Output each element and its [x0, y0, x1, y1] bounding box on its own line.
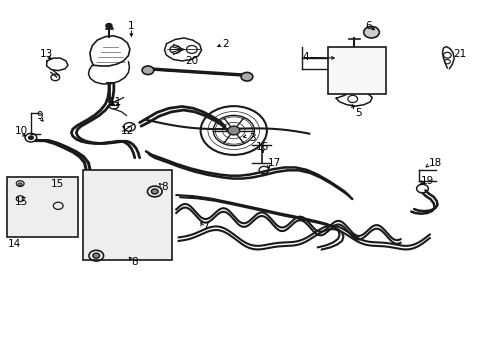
Bar — [82, 170, 172, 260]
Bar — [328, 47, 385, 94]
Circle shape — [241, 72, 252, 81]
Circle shape — [18, 183, 22, 186]
Text: 17: 17 — [267, 158, 281, 168]
Text: 14: 14 — [8, 239, 21, 249]
Text: 2: 2 — [222, 40, 229, 49]
Text: 21: 21 — [452, 49, 466, 59]
Text: 15: 15 — [51, 179, 64, 189]
Circle shape — [142, 66, 154, 75]
Text: 1: 1 — [128, 21, 134, 31]
Text: 20: 20 — [184, 56, 198, 66]
Circle shape — [227, 126, 239, 135]
Text: 15: 15 — [14, 197, 27, 207]
Bar — [6, 177, 78, 237]
Circle shape — [151, 189, 158, 194]
Text: 12: 12 — [121, 126, 134, 135]
Circle shape — [28, 136, 33, 139]
Text: 8: 8 — [161, 182, 168, 192]
Text: 11: 11 — [109, 97, 122, 107]
Text: 6: 6 — [365, 21, 371, 31]
Text: 10: 10 — [14, 126, 27, 135]
Circle shape — [106, 24, 112, 28]
Text: 7: 7 — [202, 222, 208, 231]
Text: 8: 8 — [131, 257, 138, 267]
Text: 16: 16 — [255, 142, 268, 152]
Text: 3: 3 — [249, 133, 256, 143]
Circle shape — [363, 27, 379, 38]
Text: 13: 13 — [40, 49, 53, 59]
Text: 4: 4 — [302, 52, 308, 62]
Circle shape — [93, 253, 100, 258]
Text: 9: 9 — [37, 111, 43, 121]
Text: 19: 19 — [420, 176, 433, 186]
Text: 18: 18 — [428, 158, 441, 168]
Text: 5: 5 — [354, 108, 361, 118]
